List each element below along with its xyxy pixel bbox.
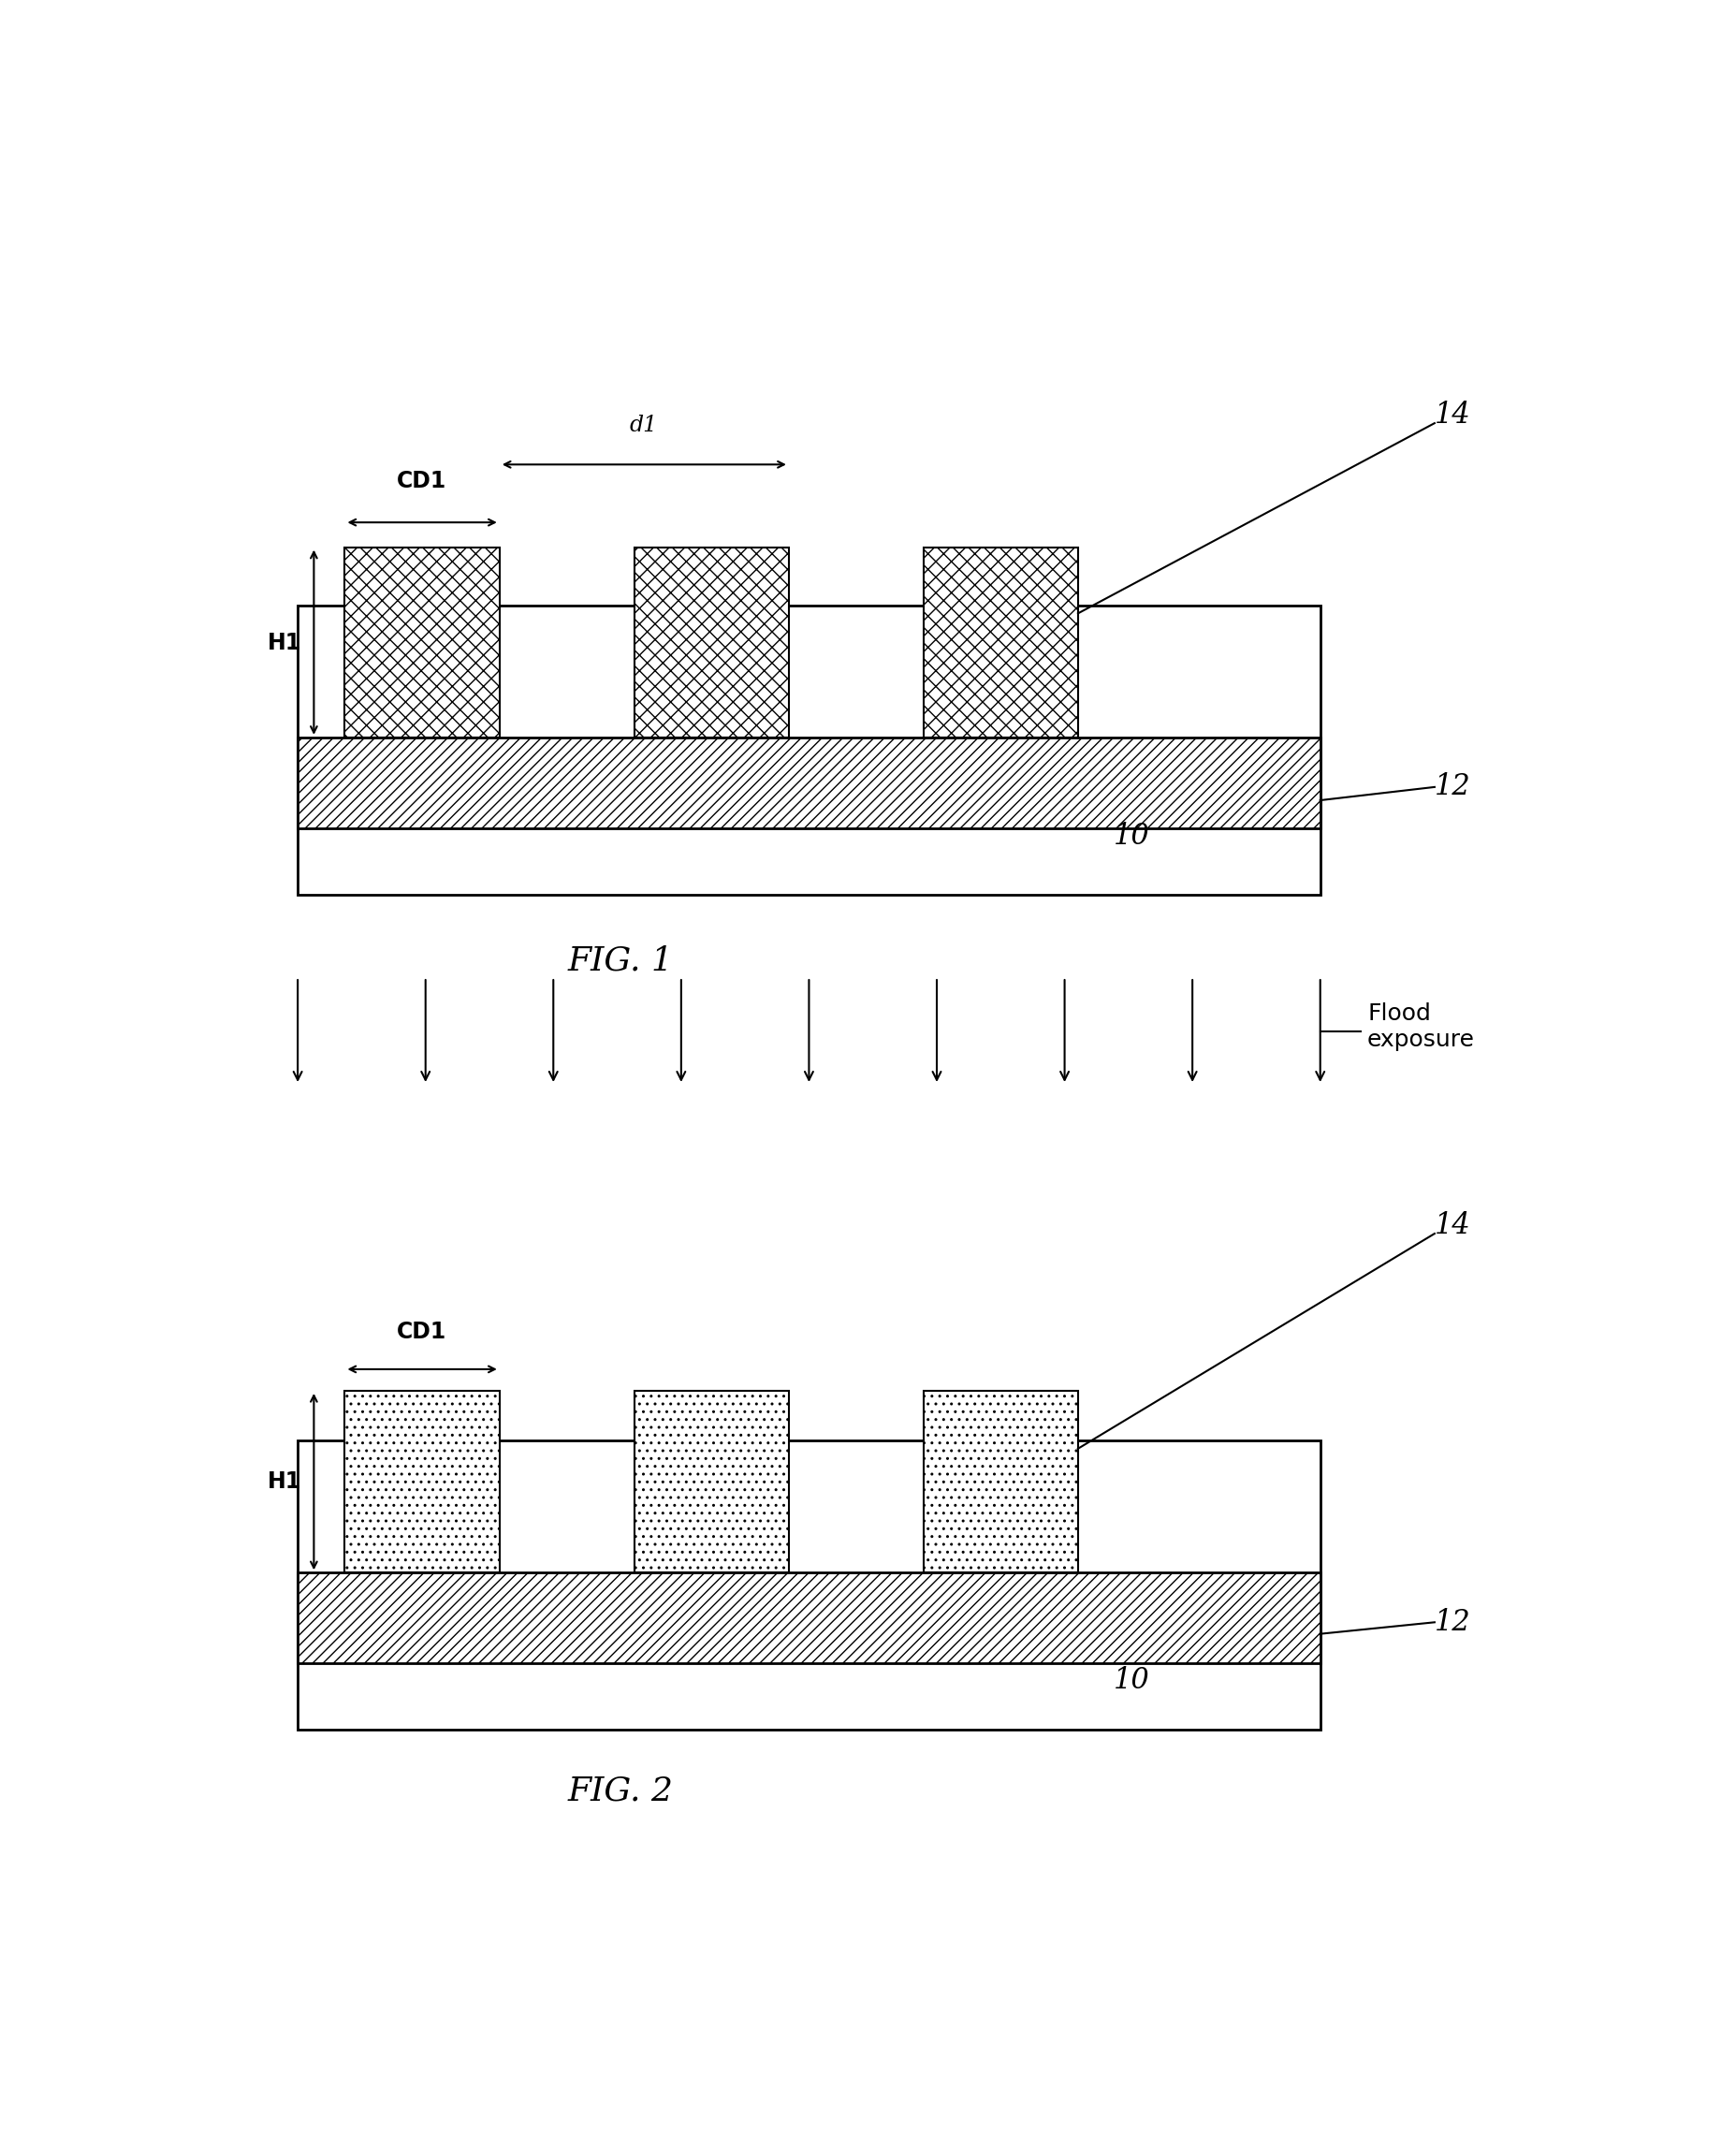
Text: CD1: CD1 [396, 1321, 446, 1342]
Text: 14: 14 [1434, 1211, 1470, 1239]
Bar [345, 1390, 500, 1572]
Text: 12: 12 [1434, 773, 1470, 801]
Bar [299, 737, 1321, 829]
Bar [924, 548, 1078, 737]
Text: FIG. 1: FIG. 1 [568, 945, 674, 977]
Text: FIG. 2: FIG. 2 [568, 1774, 674, 1806]
Text: d1: d1 [630, 415, 658, 436]
Bar [634, 548, 788, 737]
Text: 14: 14 [1434, 400, 1470, 430]
Bar [345, 548, 500, 737]
Text: 10: 10 [1115, 1665, 1149, 1695]
Bar [299, 1441, 1321, 1729]
Bar [634, 1390, 788, 1572]
Text: H1: H1 [267, 632, 300, 655]
Text: 12: 12 [1434, 1607, 1470, 1637]
Text: CD1: CD1 [396, 470, 446, 492]
Text: 10: 10 [1115, 823, 1149, 851]
Text: H1: H1 [267, 1471, 300, 1493]
Bar [924, 1390, 1078, 1572]
Text: Flood
exposure: Flood exposure [1368, 1003, 1476, 1050]
Bar [299, 1572, 1321, 1665]
Bar [299, 606, 1321, 894]
